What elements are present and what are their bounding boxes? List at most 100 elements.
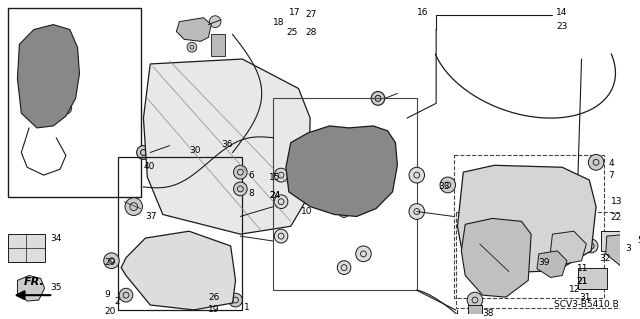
Circle shape	[486, 250, 502, 266]
Circle shape	[60, 102, 72, 114]
Polygon shape	[537, 251, 567, 278]
Text: 32: 32	[599, 254, 611, 263]
Text: 18: 18	[273, 18, 285, 27]
Bar	[578, 268, 607, 289]
Circle shape	[43, 65, 51, 73]
Text: 29: 29	[105, 258, 116, 267]
Text: 31: 31	[580, 293, 591, 302]
Text: 24: 24	[269, 191, 281, 200]
Text: 19: 19	[209, 305, 220, 314]
Circle shape	[172, 145, 187, 160]
Text: 9: 9	[105, 290, 111, 299]
Circle shape	[409, 167, 424, 183]
Text: 4: 4	[609, 160, 614, 168]
Text: FR.: FR.	[24, 277, 44, 287]
Circle shape	[339, 206, 350, 218]
Text: 35: 35	[51, 283, 62, 292]
Text: 33: 33	[438, 182, 449, 191]
Circle shape	[584, 239, 598, 253]
Polygon shape	[177, 18, 211, 41]
Text: 40: 40	[143, 162, 155, 171]
Text: 27: 27	[305, 10, 317, 19]
Text: 14: 14	[556, 8, 568, 17]
Text: 17: 17	[289, 8, 300, 17]
Circle shape	[234, 165, 247, 179]
Ellipse shape	[141, 241, 218, 300]
Text: 15: 15	[269, 173, 281, 182]
Circle shape	[328, 185, 341, 199]
Polygon shape	[606, 234, 637, 266]
Circle shape	[380, 161, 392, 173]
Text: 24: 24	[269, 191, 281, 200]
Text: 2: 2	[115, 297, 120, 306]
Text: SCV3-B5410 B: SCV3-B5410 B	[554, 300, 618, 309]
Circle shape	[63, 82, 77, 95]
Text: 5: 5	[637, 236, 640, 245]
Circle shape	[350, 190, 364, 204]
Circle shape	[467, 292, 483, 308]
Circle shape	[337, 261, 351, 274]
Polygon shape	[286, 126, 397, 217]
Circle shape	[371, 92, 385, 105]
Text: 10: 10	[300, 207, 312, 216]
Circle shape	[612, 242, 630, 260]
Text: 3: 3	[625, 244, 631, 253]
Circle shape	[588, 154, 604, 170]
Text: 21: 21	[577, 278, 588, 286]
Text: 16: 16	[417, 8, 428, 17]
Circle shape	[104, 253, 119, 269]
Circle shape	[187, 42, 196, 52]
Circle shape	[477, 240, 512, 276]
Circle shape	[362, 145, 375, 160]
Bar	[601, 231, 625, 251]
Text: 22: 22	[611, 212, 622, 221]
Circle shape	[119, 288, 132, 302]
Circle shape	[322, 152, 328, 159]
Text: 23: 23	[556, 22, 568, 31]
Bar	[211, 34, 225, 56]
Text: 6: 6	[248, 171, 254, 180]
Text: 26: 26	[209, 293, 220, 302]
Text: 7: 7	[609, 171, 614, 180]
Text: 28: 28	[305, 27, 317, 37]
Polygon shape	[121, 231, 236, 310]
Circle shape	[234, 182, 247, 196]
Text: 8: 8	[248, 189, 254, 198]
Polygon shape	[17, 276, 45, 301]
Text: 1: 1	[244, 303, 250, 312]
Text: 30: 30	[189, 145, 200, 155]
Circle shape	[37, 59, 56, 79]
Circle shape	[275, 168, 288, 182]
Bar	[456, 211, 640, 308]
Polygon shape	[458, 165, 596, 273]
Circle shape	[125, 198, 143, 215]
Bar	[118, 157, 243, 310]
Circle shape	[356, 246, 371, 262]
Bar	[8, 8, 141, 197]
Bar	[468, 305, 482, 319]
Circle shape	[371, 186, 382, 198]
Circle shape	[228, 293, 243, 307]
Text: 37: 37	[145, 211, 157, 220]
Polygon shape	[461, 219, 531, 297]
Text: 11: 11	[577, 264, 588, 273]
Text: 36: 36	[221, 140, 232, 149]
Text: 21: 21	[577, 278, 588, 286]
Polygon shape	[550, 231, 586, 264]
Bar	[8, 234, 45, 262]
Circle shape	[137, 145, 150, 160]
Circle shape	[340, 141, 354, 154]
Circle shape	[275, 229, 288, 243]
Bar	[273, 98, 417, 290]
Text: 12: 12	[569, 285, 580, 294]
Circle shape	[275, 195, 288, 209]
Text: 13: 13	[611, 197, 622, 206]
Circle shape	[57, 48, 69, 60]
Polygon shape	[17, 25, 79, 128]
Text: 25: 25	[286, 27, 298, 37]
Ellipse shape	[476, 180, 580, 257]
Bar	[454, 155, 604, 298]
Circle shape	[440, 177, 456, 193]
Text: 39: 39	[538, 258, 549, 267]
Text: 34: 34	[51, 234, 62, 243]
